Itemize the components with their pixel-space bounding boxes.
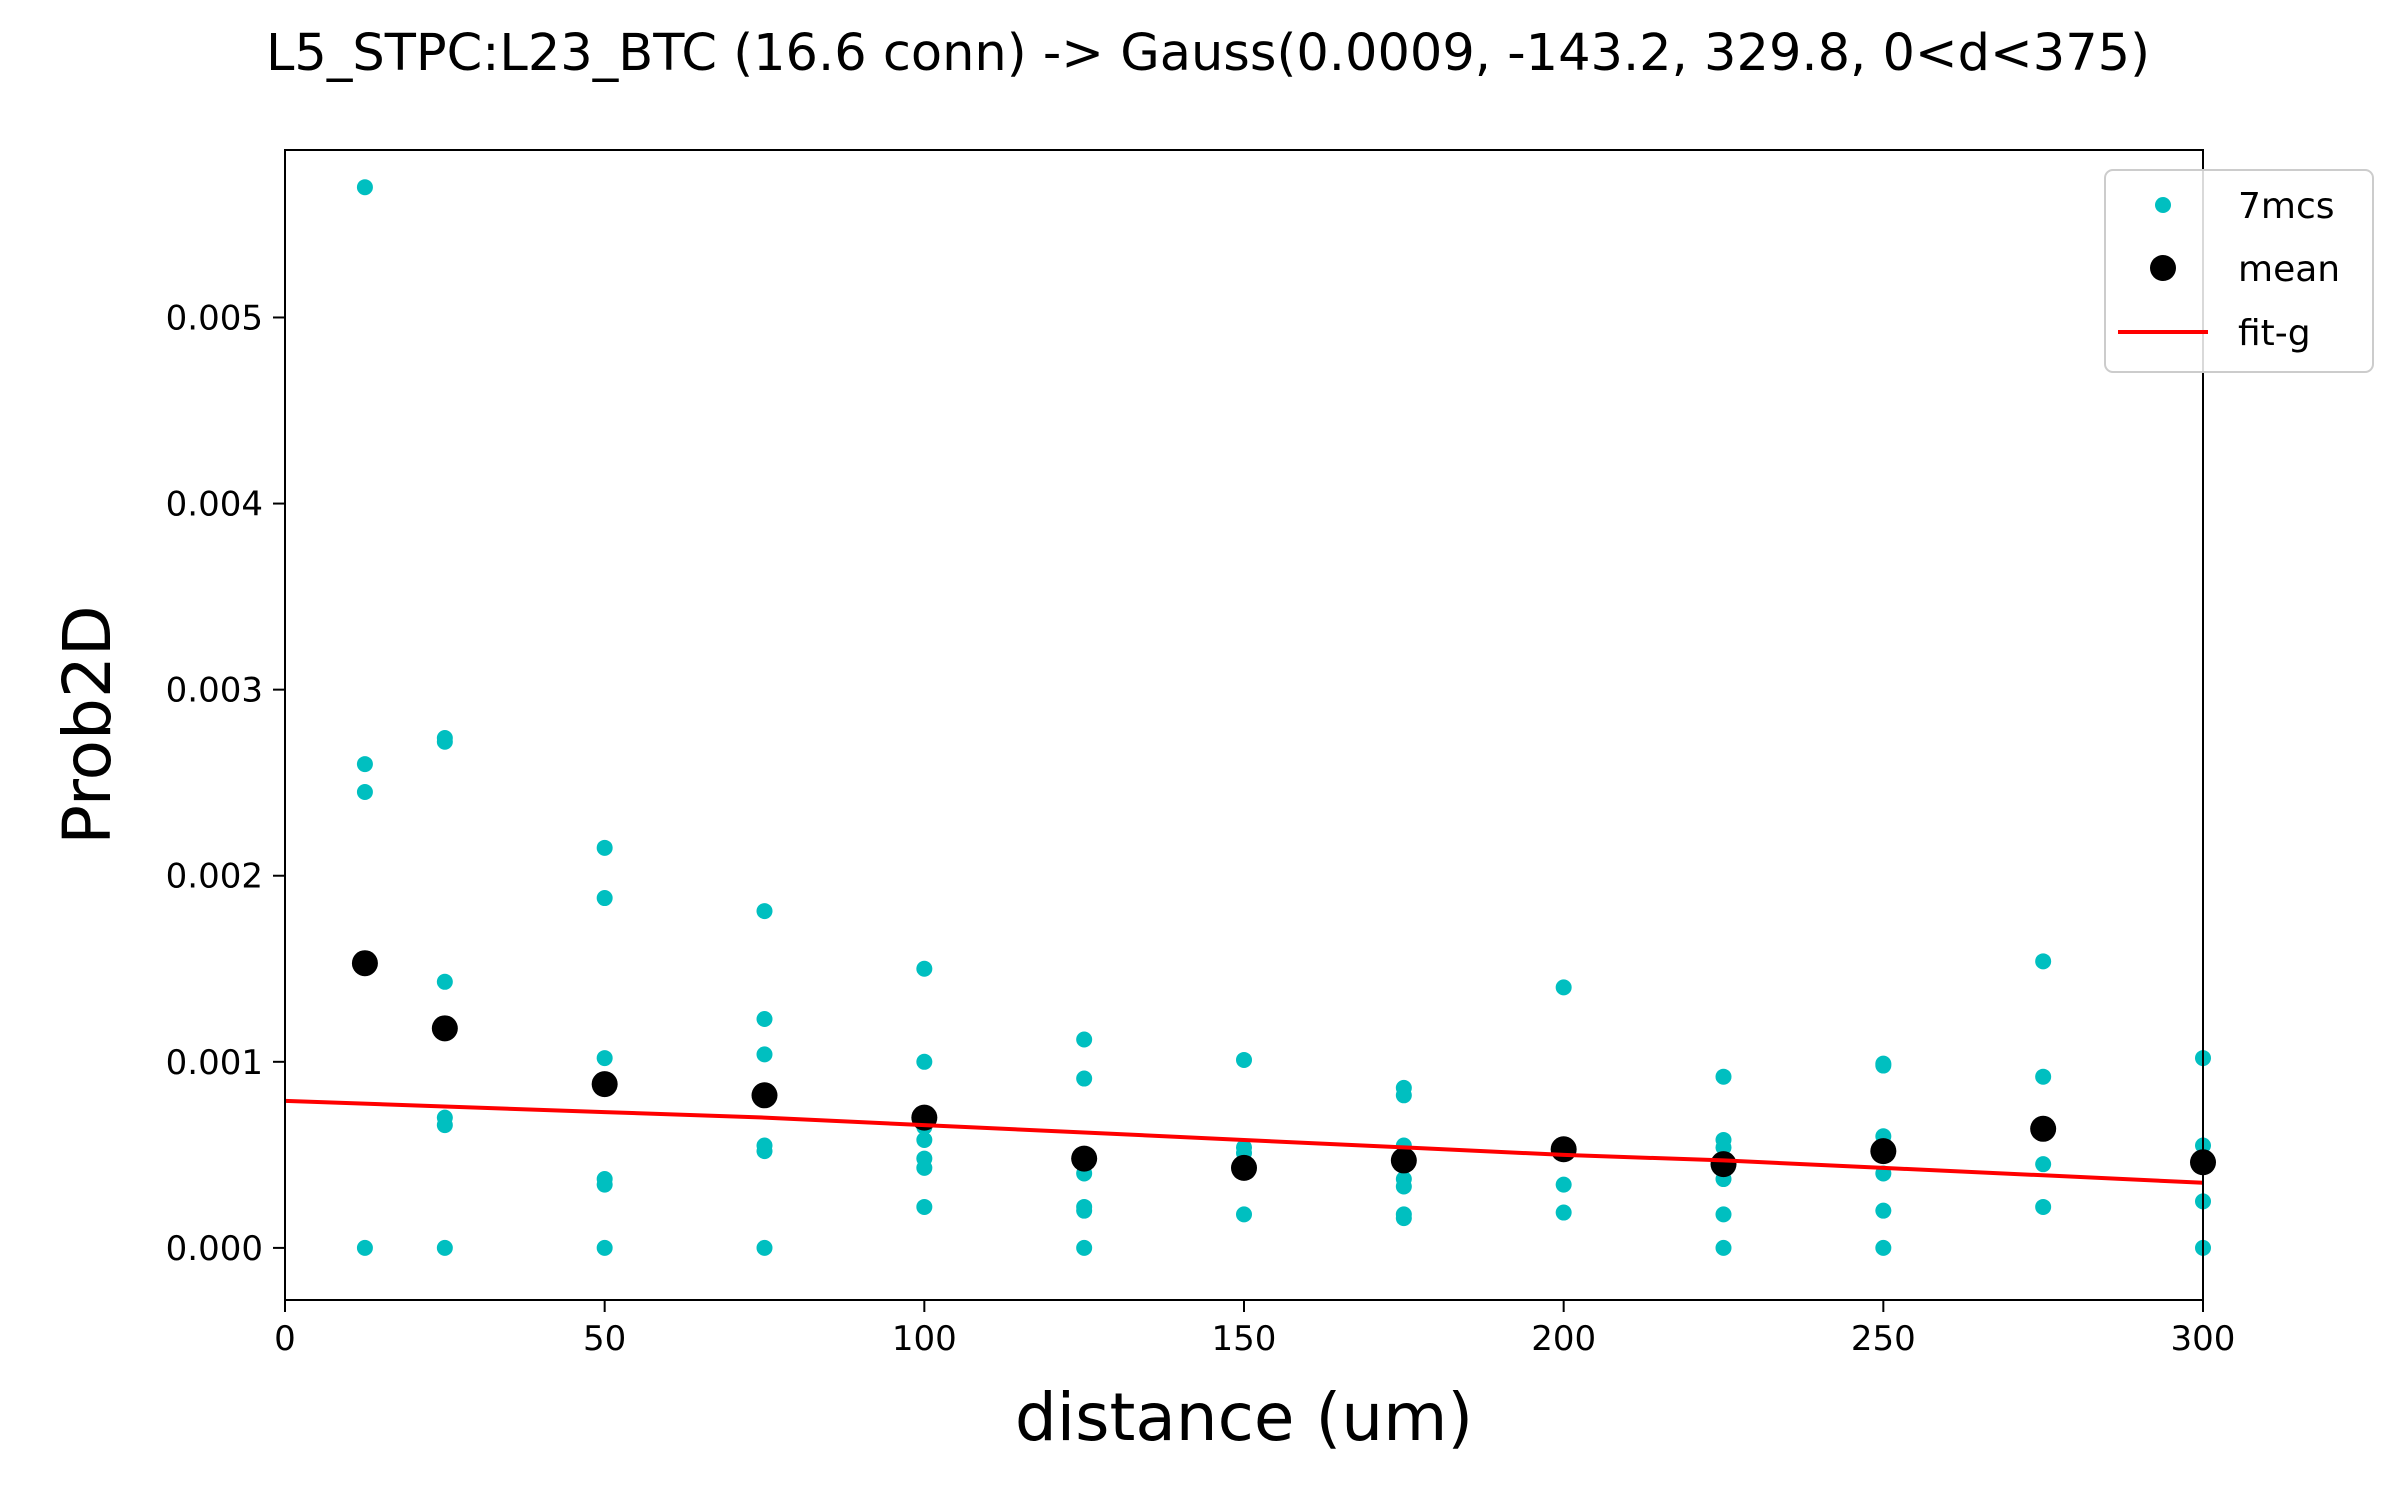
mean-point: [431, 1015, 458, 1042]
legend-box: [2104, 169, 2374, 373]
mean-point: [1550, 1136, 1577, 1163]
plot-frame: [284, 149, 2204, 1301]
x-axis-ticks: 0 50 100 150 200 250 300: [274, 1300, 2235, 1359]
sample-point: [1236, 1051, 1252, 1068]
sample-point: [436, 733, 453, 750]
sample-point: [1715, 1239, 1732, 1256]
chart-title: L5_STPC:L23_BTC (16.6 conn) -> Gauss(0.0…: [266, 24, 2150, 83]
mean-point: [351, 950, 378, 977]
sample-point: [596, 890, 613, 907]
sample-point: [356, 756, 373, 773]
sample-point: [356, 1239, 373, 1256]
sample-point: [1715, 1206, 1732, 1223]
y-tick-label: 0.002: [166, 857, 263, 897]
sample-point: [436, 1117, 453, 1134]
sample-point: [1395, 1087, 1412, 1104]
sample-point: [1875, 1202, 1892, 1219]
plot-area: [284, 179, 2216, 1256]
sample-point: [1076, 1202, 1093, 1219]
x-axis-label: distance (um): [1015, 1379, 1473, 1456]
sample-point: [596, 839, 613, 856]
sample-point: [916, 1198, 933, 1215]
mean-point: [1870, 1138, 1897, 1165]
sample-point: [756, 1143, 773, 1160]
sample-point: [356, 179, 373, 196]
x-tick-label: 0: [274, 1319, 296, 1359]
sample-point: [2035, 1068, 2052, 1085]
sample-point: [2035, 1156, 2052, 1173]
sample-point: [356, 783, 373, 800]
x-tick-label: 300: [2171, 1319, 2236, 1359]
sample-point: [1395, 1210, 1412, 1227]
mean-point: [1231, 1154, 1257, 1181]
sample-point: [916, 960, 933, 977]
sample-point: [596, 1239, 613, 1256]
sample-point: [756, 1011, 773, 1028]
legend-label: fit-g: [2238, 313, 2311, 354]
sample-point: [1555, 1204, 1572, 1221]
sample-point: [436, 1239, 453, 1256]
mean-point: [751, 1082, 778, 1109]
sample-point: [1875, 1057, 1892, 1074]
y-tick-label: 0.005: [166, 298, 263, 338]
sample-point: [1715, 1068, 1732, 1085]
mean-point: [1710, 1151, 1737, 1178]
sample-point: [756, 1239, 773, 1256]
mean-point: [1390, 1147, 1417, 1174]
y-axis-label: Prob2D: [49, 605, 126, 844]
y-tick-label: 0.000: [166, 1229, 263, 1269]
sample-point: [1076, 1070, 1093, 1087]
sample-point: [596, 1176, 613, 1193]
x-tick-label: 200: [1531, 1319, 1596, 1359]
x-tick-label: 50: [583, 1319, 626, 1359]
legend-label: mean: [2238, 249, 2340, 290]
mean-point: [2030, 1115, 2057, 1142]
legend: 7mcs mean fit-g: [2104, 169, 2374, 373]
x-tick-label: 100: [892, 1319, 957, 1359]
sample-point: [756, 903, 773, 920]
fit-line: [284, 1098, 2204, 1185]
sample-point: [2035, 953, 2052, 970]
sample-point: [1555, 1176, 1572, 1193]
legend-swatch-dot: [2150, 255, 2176, 281]
y-tick-label: 0.004: [166, 485, 263, 525]
y-axis-ticks: 0.000 0.001 0.002 0.003 0.004 0.005: [166, 298, 285, 1269]
sample-point: [1076, 1031, 1093, 1048]
sample-point: [1076, 1239, 1093, 1256]
x-tick-label: 250: [1851, 1319, 1916, 1359]
y-tick-label: 0.003: [166, 671, 263, 711]
mean-point: [591, 1071, 618, 1098]
legend-swatch-dot: [2155, 197, 2171, 213]
mean-point: [1071, 1145, 1098, 1172]
sample-point: [436, 973, 453, 990]
y-tick-label: 0.001: [166, 1043, 263, 1083]
sample-point: [756, 1046, 773, 1063]
sample-point: [1236, 1206, 1252, 1223]
sample-point: [2035, 1198, 2052, 1215]
sample-point: [1875, 1239, 1892, 1256]
x-tick-label: 150: [1212, 1319, 1277, 1359]
sample-point: [1715, 1139, 1732, 1156]
legend-label: 7mcs: [2238, 186, 2335, 227]
sample-point: [1555, 979, 1572, 996]
sample-point: [916, 1159, 933, 1176]
sample-point: [916, 1131, 933, 1148]
legend-entries: 7mcs mean fit-g: [2118, 186, 2340, 354]
sample-point: [596, 1050, 613, 1067]
sample-point: [1395, 1178, 1412, 1195]
sample-point: [916, 1053, 933, 1070]
